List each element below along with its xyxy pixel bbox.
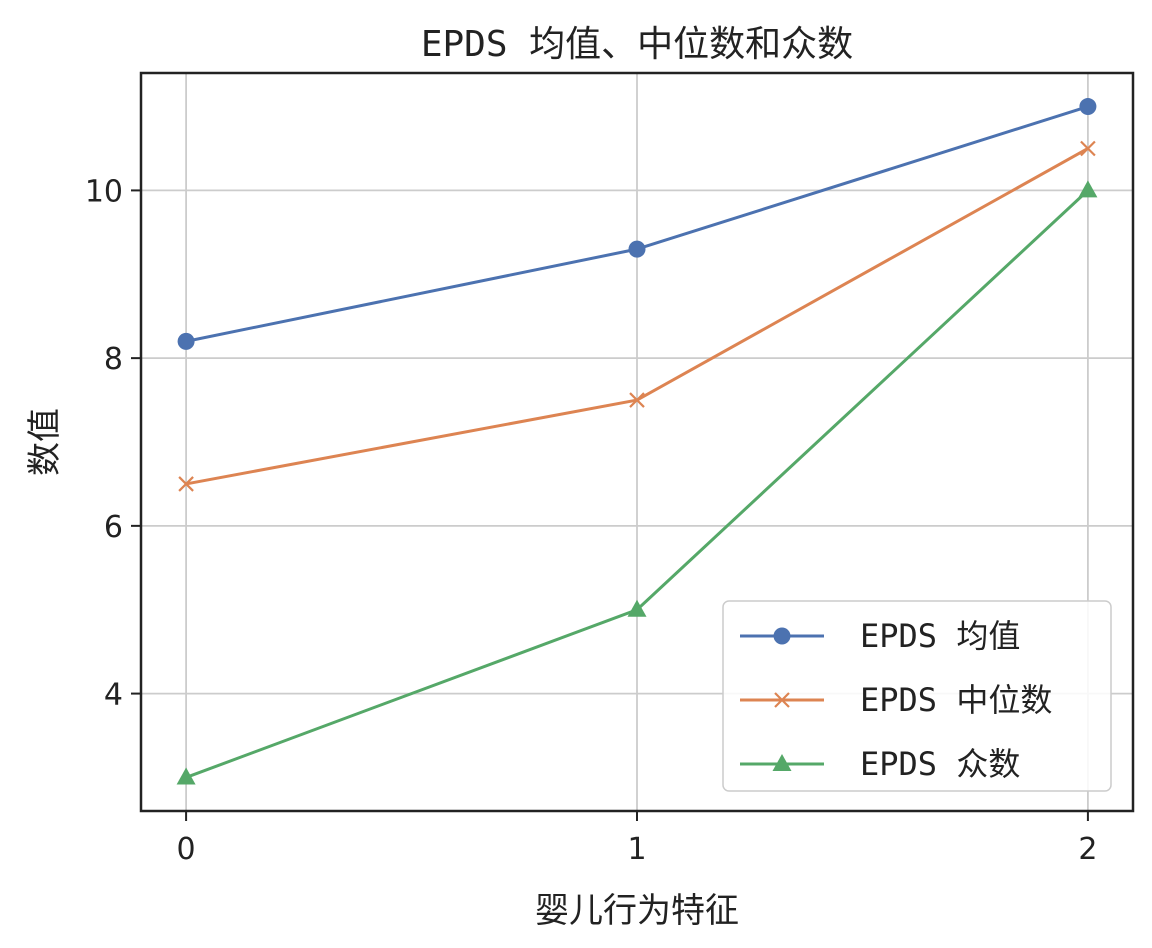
x-tick-label: 0 bbox=[177, 832, 196, 867]
data-point bbox=[1079, 98, 1097, 116]
legend-label: EPDS 均值 bbox=[860, 617, 1020, 655]
y-tick-label: 4 bbox=[104, 678, 123, 713]
series-2 bbox=[176, 180, 1098, 785]
legend-marker bbox=[772, 754, 792, 771]
legend-box bbox=[722, 600, 1112, 792]
y-tick-label: 6 bbox=[104, 510, 123, 545]
data-point bbox=[628, 240, 646, 258]
legend-label: EPDS 中位数 bbox=[860, 681, 1052, 719]
y-axis-label: 数值 bbox=[25, 408, 65, 476]
legend-label: EPDS 众数 bbox=[860, 745, 1020, 783]
legend-item: EPDS 均值 bbox=[740, 617, 1020, 655]
x-tick-label: 2 bbox=[1078, 832, 1097, 867]
data-point bbox=[1078, 180, 1098, 198]
data-point bbox=[627, 599, 647, 617]
legend-item: EPDS 中位数 bbox=[740, 681, 1052, 719]
data-point bbox=[1080, 140, 1096, 157]
data-point bbox=[177, 332, 195, 350]
tick-layer: 0 1 2 4 6 8 10 bbox=[85, 174, 1098, 867]
x-tick-label: 1 bbox=[627, 832, 646, 867]
legend-item: EPDS 众数 bbox=[740, 745, 1020, 783]
chart-title: EPDS 均值、中位数和众数 bbox=[421, 24, 853, 65]
legend-marker bbox=[773, 627, 791, 645]
series-1 bbox=[178, 140, 1096, 492]
data-point bbox=[178, 476, 194, 492]
y-tick-label: 10 bbox=[85, 174, 123, 209]
data-point bbox=[629, 392, 645, 408]
y-tick-label: 8 bbox=[104, 342, 123, 377]
series-layer bbox=[176, 98, 1098, 785]
data-point bbox=[176, 767, 196, 785]
series-0 bbox=[177, 98, 1097, 350]
legend: EPDS 均值 EPDS 中位数 EPDS 众数 bbox=[722, 600, 1112, 792]
x-axis-label: 婴儿行为特征 bbox=[535, 891, 739, 931]
legend-marker bbox=[774, 692, 790, 708]
